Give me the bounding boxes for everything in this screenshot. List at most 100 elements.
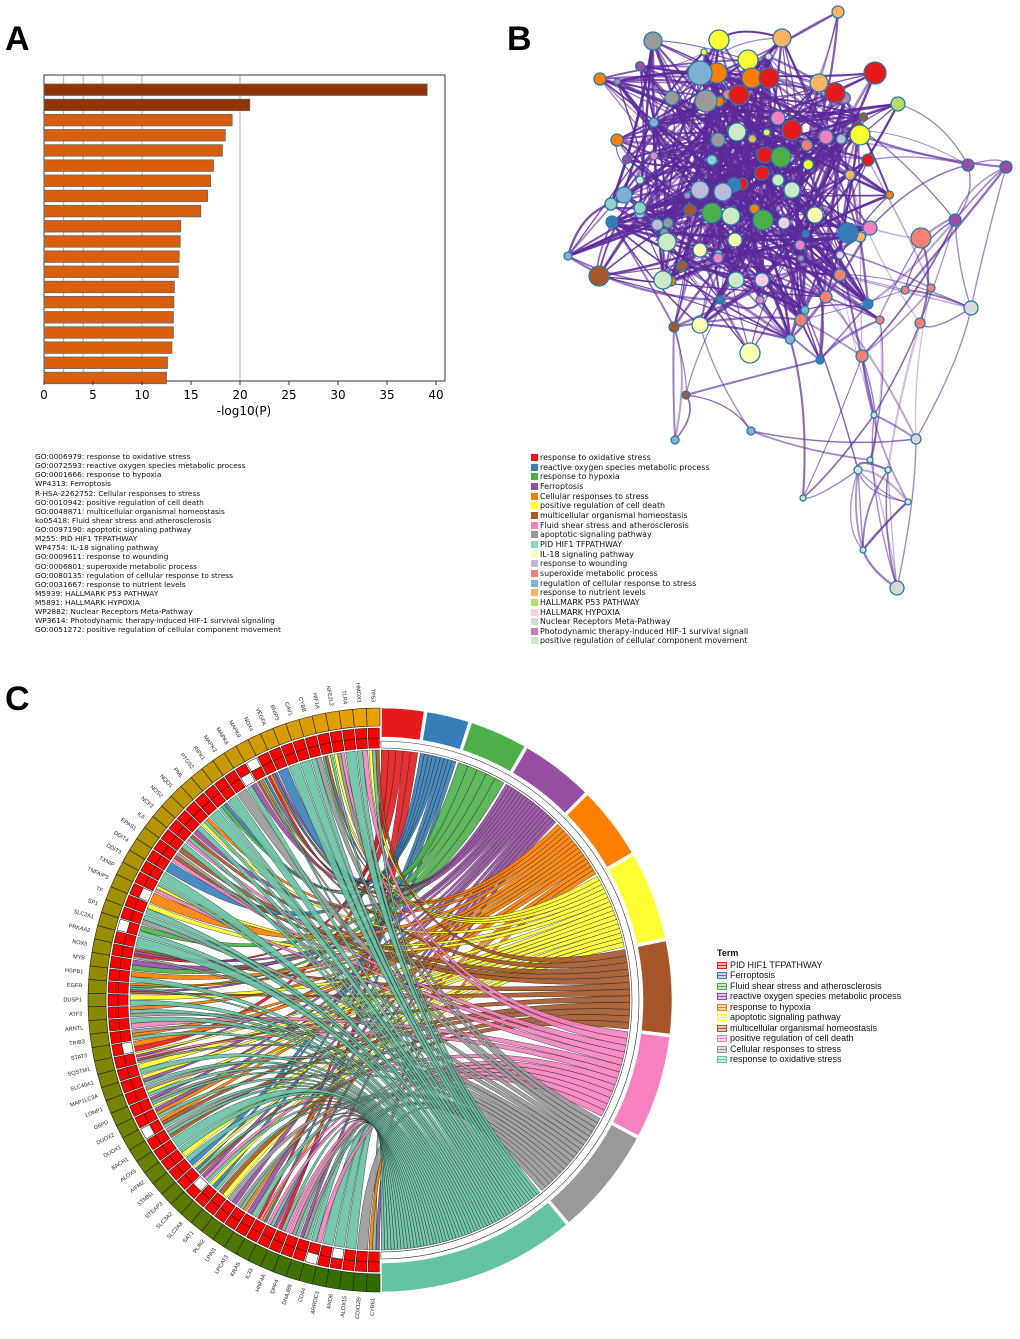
network-node	[809, 73, 829, 93]
network-node	[889, 580, 905, 596]
network-node	[961, 158, 975, 172]
gene-label: NOS2	[148, 785, 163, 800]
network-edge	[869, 319, 884, 461]
gene-membership-cell	[185, 1183, 202, 1199]
gene-membership-cell	[246, 1227, 262, 1243]
network-edge	[867, 159, 932, 289]
gene-label: ALOX5	[119, 1169, 137, 1184]
network-node	[800, 138, 814, 152]
gene-label: ARNTL	[65, 1025, 84, 1033]
gene-membership-cell	[355, 1250, 368, 1262]
network-edge	[871, 414, 898, 589]
x-axis-label: -log10(P)	[217, 404, 272, 418]
gene-membership-cell	[224, 1214, 241, 1231]
chord-ribbon	[375, 749, 627, 963]
gene-segment	[365, 707, 381, 727]
gene-label: LPCAT3	[214, 1254, 230, 1275]
network-edge	[804, 309, 859, 471]
network-edge	[802, 355, 863, 499]
network-edge	[759, 236, 861, 301]
network-node	[610, 133, 624, 147]
network-node	[914, 317, 926, 329]
network-edge	[768, 56, 851, 176]
network-node	[664, 90, 680, 106]
gene-membership-cell	[354, 728, 368, 740]
x-tick-label: 0	[40, 388, 48, 402]
chord-ribbons	[129, 749, 631, 1251]
network-node	[605, 215, 619, 229]
network-legend-item: response to wounding	[531, 559, 748, 569]
network-node	[668, 321, 680, 333]
network-legend-item: positive regulation of cellular componen…	[531, 636, 748, 646]
network-edge	[749, 244, 801, 354]
network-edge	[869, 459, 898, 589]
gene-label: ANO6	[326, 1294, 334, 1310]
gene-membership-cell	[224, 769, 241, 786]
gene-membership-cell	[214, 776, 230, 793]
term-list-item: GO:0080135: regulation of cellular respo…	[35, 570, 233, 580]
gene-label: TXNIP	[98, 856, 116, 869]
network-node	[794, 313, 808, 327]
term-list-item: WP4754: IL-18 signaling pathway	[35, 543, 159, 553]
network-edge	[698, 249, 752, 354]
network-node	[747, 134, 758, 144]
network-node	[700, 48, 708, 56]
legend-swatch	[531, 608, 538, 616]
bar	[43, 129, 226, 142]
bar	[43, 356, 168, 369]
legend-label: Cellular responses to stress	[730, 1043, 842, 1054]
network-edge	[663, 231, 861, 241]
gene-label: SLC2A1	[73, 909, 95, 921]
network-node	[890, 96, 906, 112]
network-node	[859, 546, 867, 554]
bar	[43, 371, 167, 385]
network-node	[884, 466, 892, 474]
network-legend-item: superoxide metabolic process	[531, 569, 748, 579]
gene-membership-cell	[204, 784, 220, 801]
legend-label: positive regulation of cellular componen…	[540, 636, 748, 646]
network-edge	[804, 193, 891, 236]
network-node	[855, 349, 869, 363]
network-node	[772, 28, 792, 48]
gene-membership-cell	[109, 955, 122, 970]
gene-label: CYR61	[370, 1298, 376, 1316]
bar	[43, 204, 202, 218]
chord-legend-item: positive regulation of cell death	[717, 1033, 901, 1044]
network-node	[904, 498, 912, 506]
network-legend-item: HALLMARK P53 PATHWAY	[531, 598, 748, 608]
gene-membership-cell	[119, 1029, 132, 1043]
gene-membership-cell	[235, 763, 251, 779]
gene-membership-cell	[317, 1254, 331, 1268]
chord-legend: Term PID HIF1 TFPATHWAY Ferroptosis Fluid …	[717, 948, 901, 1065]
bar	[43, 295, 175, 309]
gene-label: HMOX1	[354, 683, 361, 703]
network-legend-item: HALLMARK HYPOXIA	[531, 608, 748, 618]
gene-label: CD44	[298, 1288, 307, 1303]
legend-swatch	[717, 993, 727, 1000]
x-tick-label: 5	[89, 388, 97, 402]
network-node	[770, 110, 786, 126]
network-node	[648, 117, 660, 128]
gene-label: MYB	[72, 954, 85, 962]
term-list-item: WP3614: Photodynamic therapy-induced HIF…	[35, 616, 275, 626]
legend-label: Ferroptosis	[540, 481, 584, 491]
network-node	[963, 300, 979, 316]
network-node	[862, 298, 874, 310]
gene-segment	[88, 1018, 109, 1035]
network-node	[649, 151, 659, 161]
gene-label: SP1	[87, 898, 99, 907]
chord-legend-item: multicellular organismal homeostasis	[717, 1023, 901, 1034]
bar	[43, 189, 209, 203]
gene-membership-cell	[292, 738, 307, 753]
network-node	[837, 222, 859, 244]
network-node	[713, 182, 733, 202]
network-edge	[639, 65, 785, 224]
network-legend-item: positive regulation of cell death	[531, 501, 748, 511]
gene-membership-cell	[280, 742, 296, 757]
network-node	[657, 232, 677, 252]
gene-label: DDIT4	[112, 830, 129, 844]
gene-membership-cell	[343, 1249, 357, 1262]
legend-label: apoptotic signaling pathway	[730, 1012, 841, 1022]
network-node	[824, 82, 846, 104]
network-node	[910, 433, 922, 445]
